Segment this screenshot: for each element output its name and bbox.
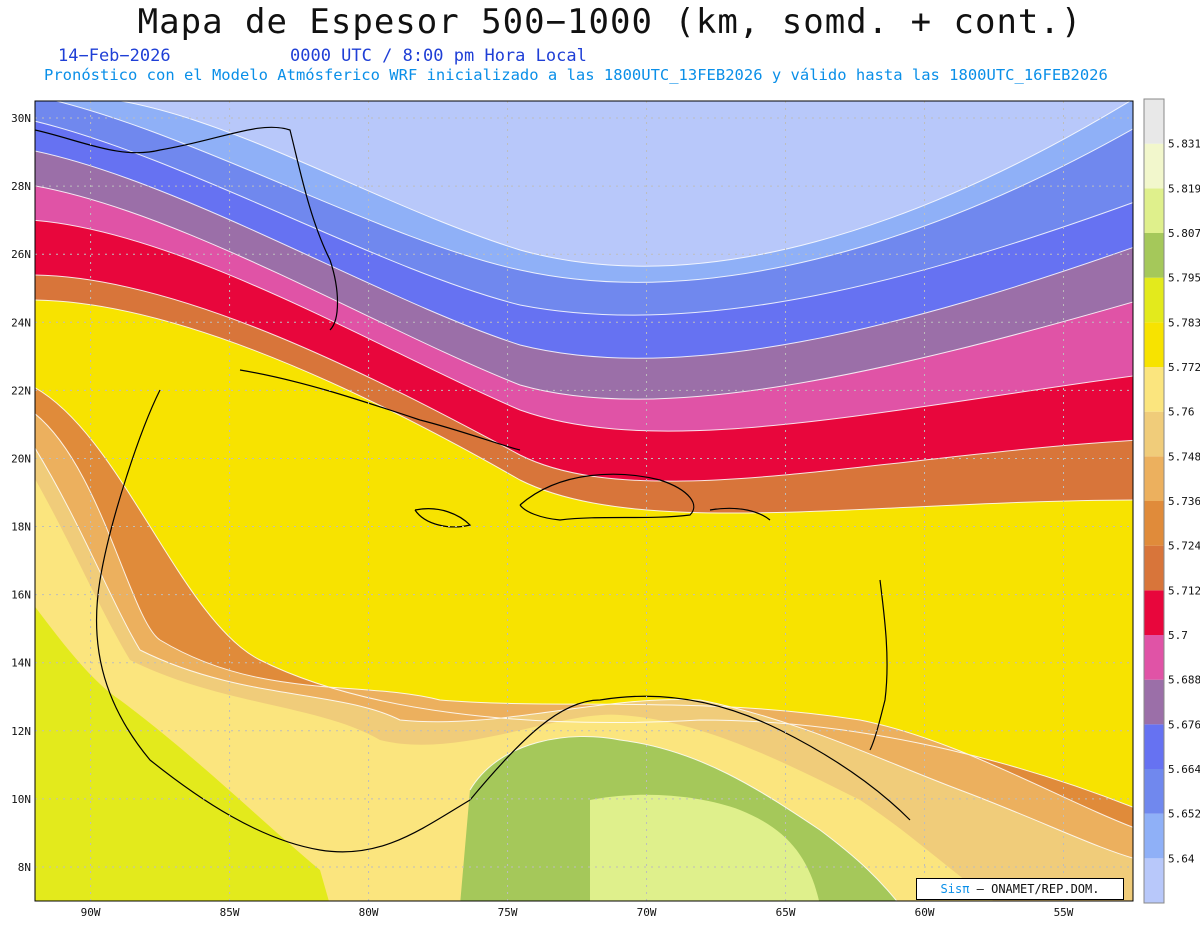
lat-label: 30N [11, 112, 31, 125]
colorbar-label: 5.819 [1168, 182, 1200, 195]
coastlines [35, 126, 911, 853]
colorbar-label: 5.748 [1168, 450, 1200, 463]
colorbar-swatch [1144, 143, 1164, 189]
colorbar-label: 5.772 [1168, 361, 1200, 374]
lat-label: 22N [11, 384, 31, 397]
colorbar-swatch [1144, 456, 1164, 501]
colorbar-swatch [1144, 322, 1164, 367]
lat-label: 26N [11, 248, 31, 261]
lon-label: 60W [915, 906, 935, 919]
colorbar-label: 5.7 [1168, 629, 1188, 642]
lat-label: 12N [11, 725, 31, 738]
colorbar-swatch [1144, 501, 1164, 546]
colorbar-swatch [1144, 769, 1164, 814]
lat-label: 14N [11, 657, 31, 670]
sispi-logo: Sisπ [940, 882, 970, 896]
lat-label: 16N [11, 589, 31, 602]
colorbar-label: 5.652 [1168, 808, 1200, 821]
lat-label: 20N [11, 452, 31, 465]
colorbar-swatch [1144, 679, 1164, 725]
colorbar-swatch [1144, 367, 1164, 412]
lon-label: 90W [81, 906, 101, 919]
colorbar-swatch [1144, 813, 1164, 859]
lon-label: 85W [220, 906, 240, 919]
colorbar-swatch [1144, 858, 1164, 903]
colorbar-swatch [1144, 233, 1164, 278]
forecast-subtitle: Pronóstico con el Modelo Atmósferico WRF… [44, 66, 1108, 84]
colorbar-swatch [1144, 411, 1164, 457]
lon-label: 55W [1054, 906, 1074, 919]
credit-text: – ONAMET/REP.DOM. [976, 882, 1100, 896]
lon-label: 75W [498, 906, 518, 919]
colorbar-label: 5.831 [1168, 138, 1200, 151]
forecast-time: 0000 UTC / 8:00 pm Hora Local [290, 46, 587, 66]
colorbar-swatch [1144, 99, 1164, 144]
colorbar-swatch [1144, 545, 1164, 591]
lat-label: 28N [11, 180, 31, 193]
colorbar-swatch [1144, 590, 1164, 635]
colorbar-label: 5.712 [1168, 584, 1200, 597]
lon-label: 65W [776, 906, 796, 919]
lon-label: 80W [359, 906, 379, 919]
latitude-labels: 30N 28N 26N 24N 22N 20N 18N 16N 14N 12N 10N 8N [11, 112, 31, 874]
lat-label: 24N [11, 316, 31, 329]
lat-label: 8N [18, 861, 31, 874]
colorbar-swatch [1144, 188, 1164, 233]
colorbar-label: 5.795 [1168, 272, 1200, 285]
colorbar-swatch [1144, 635, 1164, 680]
graticule [35, 101, 1133, 901]
contour-lines [35, 101, 1133, 901]
colorbar-label: 5.676 [1168, 718, 1200, 731]
colorbar-label: 5.664 [1168, 763, 1200, 776]
longitude-labels: 90W 85W 80W 75W 70W 65W 60W 55W [81, 906, 1074, 919]
colorbar-label: 5.783 [1168, 316, 1200, 329]
colorbar-label: 5.64 [1168, 852, 1195, 865]
map-title: Mapa de Espesor 500−1000 (km, somd. + co… [137, 2, 1083, 42]
colorbar-swatch [1144, 277, 1164, 323]
credit-box: Sisπ – ONAMET/REP.DOM. [916, 878, 1124, 900]
lat-label: 10N [11, 793, 31, 806]
colorbar-label: 5.76 [1168, 406, 1195, 419]
map-frame [34, 100, 1134, 902]
colorbar-label: 5.736 [1168, 495, 1200, 508]
colorbar-label: 5.807 [1168, 227, 1200, 240]
filled-contours [35, 101, 1133, 901]
colorbar: 5.64 5.652 5.664 5.676 5.688 5.7 5.712 5.724 5.7… [1143, 98, 1200, 904]
forecast-date: 14−Feb−2026 [58, 46, 171, 66]
colorbar-label: 5.688 [1168, 674, 1200, 687]
colorbar-label: 5.724 [1168, 540, 1200, 553]
colorbar-swatch [1144, 724, 1164, 769]
lat-label: 18N [11, 521, 31, 534]
lon-label: 70W [637, 906, 657, 919]
